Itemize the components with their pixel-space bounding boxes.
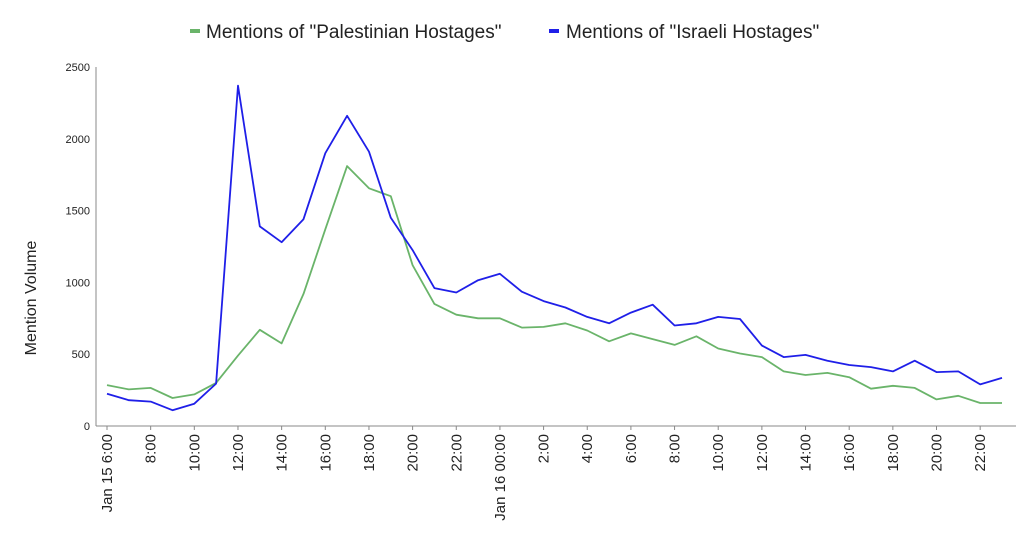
legend-swatch-israeli xyxy=(549,29,559,33)
x-tick-label: 22:00 xyxy=(448,434,465,472)
x-tick-label: 18:00 xyxy=(361,434,378,472)
legend-swatch-palestinian xyxy=(190,29,200,33)
x-tick-label: 12:00 xyxy=(754,434,771,472)
y-tick-label: 0 xyxy=(84,421,90,433)
series-line-palestinian xyxy=(106,165,1002,404)
legend-label-palestinian: Mentions of "Palestinian Hostages" xyxy=(206,22,501,43)
x-tick-label: 8:00 xyxy=(667,434,684,463)
y-tick-label: 500 xyxy=(72,349,90,361)
x-tick-label: 14:00 xyxy=(274,434,291,472)
y-tick-label: 1500 xyxy=(66,206,90,218)
x-tick-label: 18:00 xyxy=(885,434,902,472)
x-tick-label: 16:00 xyxy=(841,434,858,472)
y-tick-label: 2000 xyxy=(66,134,90,146)
x-tick-label: 8:00 xyxy=(143,434,160,463)
y-tick-label: 1000 xyxy=(66,277,90,289)
series-lines xyxy=(106,84,1003,412)
x-axis-ticks: Jan 15 6:00 8:00 10:00 12:00 14:00 16:00 18:00… xyxy=(99,426,989,521)
x-tick-label: 20:00 xyxy=(405,434,422,472)
x-tick-label: 10:00 xyxy=(710,434,727,472)
x-tick-label: 10:00 xyxy=(186,434,203,472)
y-axis-ticks: 0 500 1000 1500 2000 2500 xyxy=(66,62,90,433)
x-tick-label: 22:00 xyxy=(972,434,989,472)
x-tick-label: Jan 15 6:00 xyxy=(99,434,116,512)
x-tick-label: 4:00 xyxy=(579,434,596,463)
x-tick-label: 16:00 xyxy=(317,434,334,472)
x-tick-label: 12:00 xyxy=(230,434,247,472)
x-tick-label: 6:00 xyxy=(623,434,640,463)
x-tick-label: 20:00 xyxy=(929,434,946,472)
x-tick-label: 14:00 xyxy=(798,434,815,472)
series-line-israeli xyxy=(106,84,1003,412)
legend: Mentions of "Palestinian Hostages" Menti… xyxy=(190,22,819,43)
x-tick-label: Jan 16 00:00 xyxy=(492,434,509,521)
x-tick-label: 2:00 xyxy=(536,434,553,463)
y-tick-label: 2500 xyxy=(66,62,90,74)
legend-label-israeli: Mentions of "Israeli Hostages" xyxy=(566,22,819,43)
y-axis-label: Mention Volume xyxy=(23,241,40,356)
